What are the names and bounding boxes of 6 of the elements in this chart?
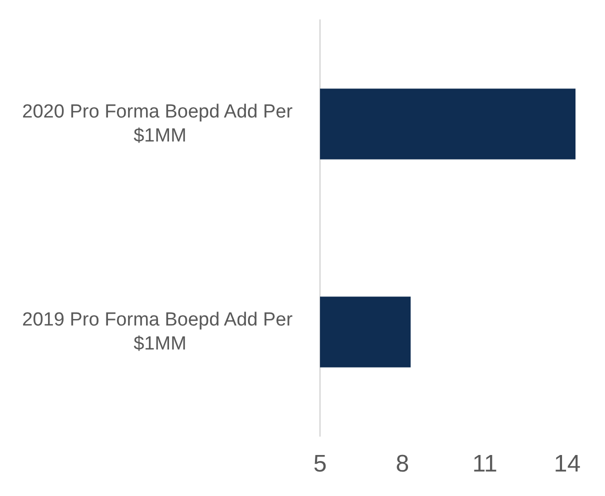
y-tick-label: 2020 Pro Forma Boepd Add Per $1MM xyxy=(22,102,298,146)
x-tick-label: 11 xyxy=(472,450,498,478)
x-tick-label: 5 xyxy=(313,450,327,478)
x-tick-label: 8 xyxy=(396,450,410,478)
y-tick-label: 2019 Pro Forma Boepd Add Per $1MM xyxy=(22,310,298,354)
x-tick-label: 14 xyxy=(554,450,581,478)
